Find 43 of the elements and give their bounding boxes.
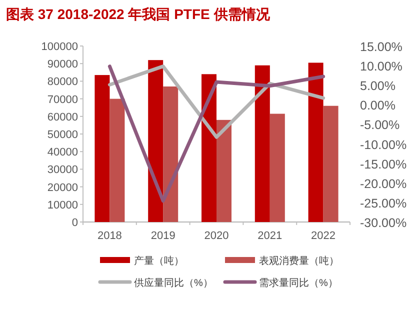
y2-tick-label: -30.00% <box>360 216 407 230</box>
bar <box>216 120 232 222</box>
chart-title: 图表 37 2018-2022 年我国 PTFE 供需情况 <box>6 6 271 22</box>
y-tick-label: 80000 <box>47 76 78 88</box>
x-tick-label: 2019 <box>150 230 176 242</box>
y-tick-label: 70000 <box>47 94 78 106</box>
y-tick-label: 30000 <box>47 164 78 176</box>
x-tick-label: 2022 <box>311 230 336 242</box>
y2-tick-label: -25.00% <box>360 196 407 210</box>
bar <box>110 98 125 222</box>
line-series <box>108 64 326 139</box>
y-tick-label: 50000 <box>47 129 78 141</box>
bar <box>270 114 285 222</box>
x-tick-label: 2020 <box>204 230 229 242</box>
y2-tick-label: -20.00% <box>360 176 407 191</box>
y-tick-label: 100000 <box>41 41 78 53</box>
y2-tick-label: 0.00% <box>360 98 396 113</box>
bar <box>94 75 110 222</box>
y2-tick-label: 5.00% <box>360 79 396 94</box>
x-tick-label: 2018 <box>97 230 122 242</box>
legend-label: 供应量同比（%） <box>134 277 213 289</box>
bar <box>148 60 164 222</box>
line-series <box>108 64 326 203</box>
bar <box>202 74 216 222</box>
bar <box>323 106 338 222</box>
y2-tick-label: 15.00% <box>360 40 402 54</box>
legend-label: 产量（吨） <box>134 255 184 267</box>
bar <box>254 65 270 222</box>
y2-tick-label: -15.00% <box>360 157 407 172</box>
x-tick-label: 2021 <box>258 230 282 242</box>
y-tick-label: 20000 <box>47 182 78 194</box>
y-tick-label: 40000 <box>47 146 78 159</box>
bar <box>163 86 178 222</box>
y2-tick-label: 10.00% <box>360 60 402 74</box>
y2-tick-label: -10.00% <box>360 138 407 152</box>
y-tick-label: 90000 <box>47 58 78 71</box>
y-tick-label: 60000 <box>47 111 78 124</box>
bar <box>308 62 324 222</box>
y2-tick-label: -5.00% <box>360 118 400 132</box>
legend-label: 需求量同比（%） <box>259 277 338 289</box>
y-tick-label: 10000 <box>47 199 78 212</box>
y-tick-label: 0 <box>72 217 78 229</box>
legend-label: 表观消费量（吨） <box>259 255 339 267</box>
